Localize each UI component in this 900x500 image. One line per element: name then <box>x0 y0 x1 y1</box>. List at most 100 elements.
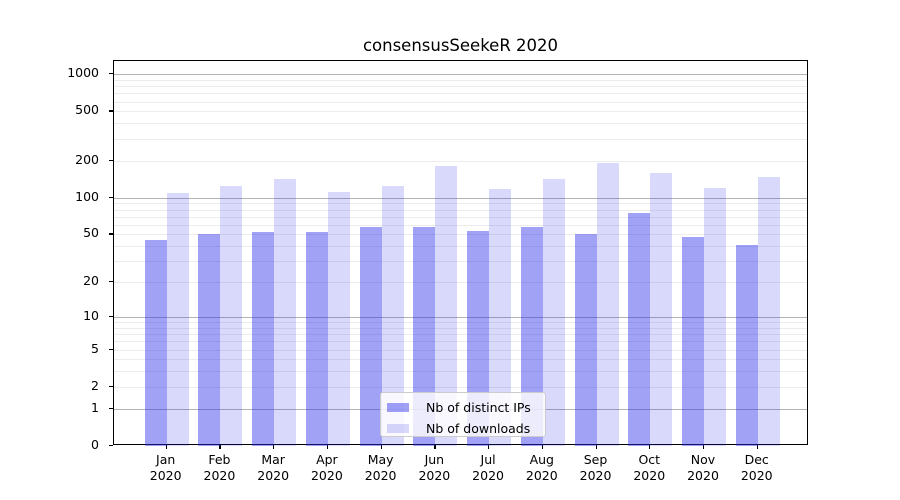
y-tick-label: 1 <box>91 399 99 415</box>
gridline <box>114 111 807 113</box>
y-tick-mark <box>109 159 113 161</box>
y-tick-label: 5 <box>91 340 99 356</box>
x-tick-mark <box>488 445 490 449</box>
gridline <box>114 334 807 336</box>
y-tick-mark <box>109 407 113 409</box>
gridline-major <box>114 316 807 318</box>
legend-swatch-distinct-ips <box>387 402 409 412</box>
x-tick-label: Aug 2020 <box>525 452 558 483</box>
y-tick-label: 1000 <box>67 65 99 81</box>
y-tick-label: 200 <box>75 151 99 167</box>
gridline <box>114 322 807 324</box>
gridline <box>114 93 807 95</box>
x-tick-label: Feb 2020 <box>203 452 236 483</box>
x-tick-mark <box>756 445 758 449</box>
y-tick-mark <box>109 196 113 198</box>
gridline <box>114 359 807 361</box>
y-tick-mark <box>109 445 113 447</box>
x-tick-label: Dec 2020 <box>740 452 773 483</box>
gridline <box>114 101 807 103</box>
gridline <box>114 371 807 373</box>
bar <box>413 226 436 446</box>
y-tick-mark <box>109 348 113 350</box>
plot-area: Nb of distinct IPs Nb of downloads <box>113 60 808 446</box>
y-tick-mark <box>109 315 113 318</box>
legend: Nb of distinct IPs Nb of downloads <box>380 392 546 437</box>
gridline <box>114 341 807 343</box>
x-tick-label: Jan 2020 <box>149 452 182 483</box>
x-axis: Jan 2020 Feb 2020 Mar 2020 Apr 2020 May 2020 Jun 20… <box>113 445 808 495</box>
x-tick-mark <box>703 445 705 449</box>
legend-swatch-downloads <box>387 423 409 433</box>
bar <box>735 244 758 446</box>
bar <box>520 226 543 446</box>
gridline <box>114 327 807 329</box>
gridline <box>114 282 807 284</box>
bar <box>489 188 512 446</box>
gridline <box>114 386 807 388</box>
bar <box>704 187 726 446</box>
bar <box>166 192 189 446</box>
y-tick-mark <box>109 281 113 283</box>
x-tick-mark <box>165 445 167 449</box>
bar <box>274 178 297 446</box>
legend-item-distinct-ips: Nb of distinct IPs <box>387 398 539 416</box>
x-tick-label: Nov 2020 <box>687 452 719 483</box>
gridline <box>114 138 807 140</box>
bar <box>252 232 275 446</box>
gridline-major <box>114 74 807 76</box>
x-tick-mark <box>649 445 651 449</box>
bar <box>650 172 673 446</box>
bar <box>220 185 243 446</box>
y-tick-label: 10 <box>83 307 99 323</box>
gridline <box>114 86 807 88</box>
y-tick-mark <box>109 110 113 112</box>
bar <box>359 226 382 446</box>
bar <box>628 212 651 446</box>
bar <box>435 166 458 446</box>
y-tick-label: 0 <box>91 437 99 452</box>
legend-item-downloads: Nb of downloads <box>387 419 539 437</box>
x-tick-label: Mar 2020 <box>257 452 290 483</box>
x-tick-label: Sep 2020 <box>579 452 612 483</box>
bar <box>682 236 704 446</box>
y-tick-mark <box>109 233 113 235</box>
y-axis: 0 1 2 5 10 20 50 100 200 500 1000 <box>0 60 113 452</box>
x-tick-mark <box>380 445 382 449</box>
gridline-major <box>114 197 807 199</box>
y-tick-mark <box>109 73 113 75</box>
chart-title: consensusSeekeR 2020 <box>362 36 559 55</box>
gridline <box>114 160 807 162</box>
bar <box>596 163 619 446</box>
bar <box>327 191 350 446</box>
gridline <box>114 216 807 218</box>
x-tick-mark <box>273 445 275 449</box>
gridline <box>114 203 807 205</box>
x-tick-mark <box>541 445 543 449</box>
legend-label-downloads: Nb of downloads <box>426 420 531 436</box>
x-tick-label: Jun 2020 <box>418 452 451 483</box>
legend-label-distinct-ips: Nb of distinct IPs <box>426 399 531 415</box>
y-tick-label: 20 <box>83 273 99 289</box>
bar <box>757 176 780 446</box>
gridline <box>114 349 807 351</box>
bar <box>198 234 221 446</box>
x-tick-label: Jul 2020 <box>472 452 504 483</box>
y-tick-label: 100 <box>75 188 99 204</box>
bar <box>574 234 597 446</box>
gridline <box>114 224 807 226</box>
x-tick-mark <box>219 445 221 449</box>
x-tick-label: Oct 2020 <box>633 452 666 483</box>
gridline <box>114 261 807 263</box>
x-tick-label: May 2020 <box>364 452 397 483</box>
gridline <box>114 79 807 81</box>
x-tick-mark <box>434 445 436 449</box>
bar <box>305 232 328 446</box>
y-tick-label: 50 <box>83 225 99 241</box>
gridline <box>114 246 807 248</box>
x-tick-mark <box>595 445 597 449</box>
gridline <box>114 123 807 125</box>
x-tick-mark <box>326 445 329 449</box>
x-tick-label: Apr 2020 <box>310 452 343 483</box>
